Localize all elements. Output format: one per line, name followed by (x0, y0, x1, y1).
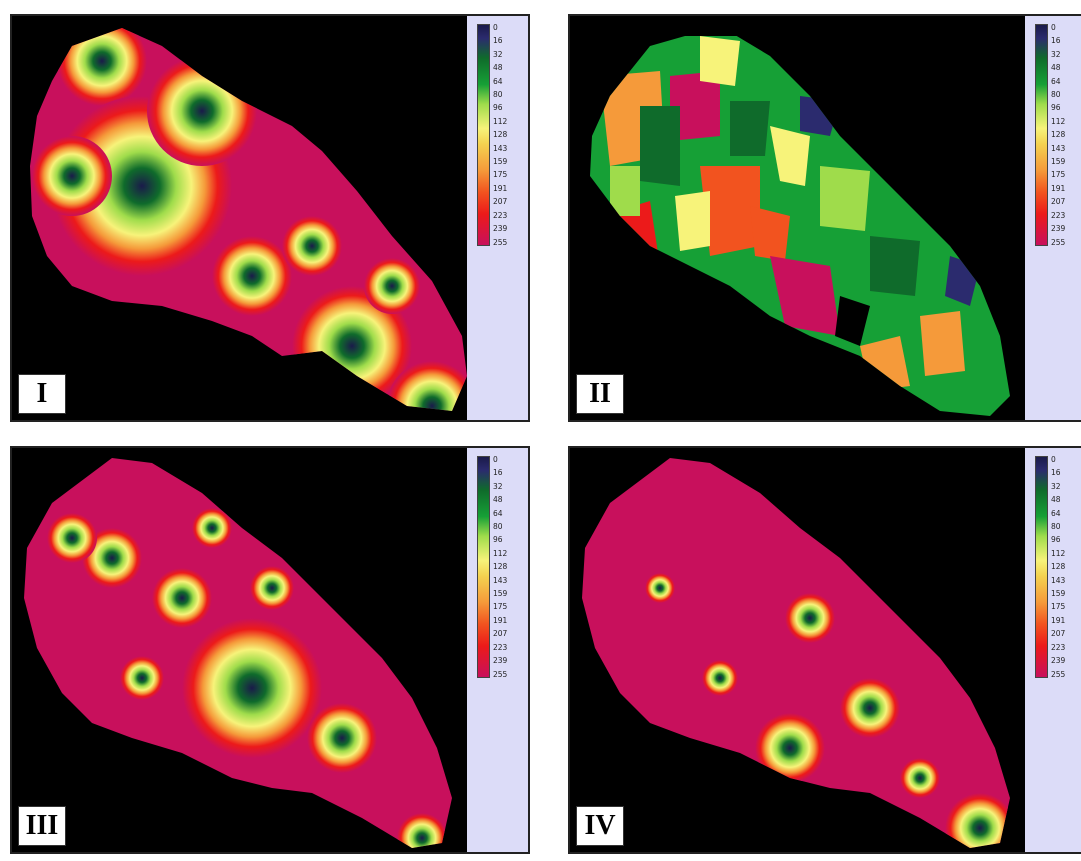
distance-map-iv (582, 458, 1010, 848)
legend-tick: 16 (1051, 36, 1061, 46)
legend-panel: 0 16 32 48 64 80 96 112 128 143 159 175 … (1025, 448, 1081, 852)
panel-label-ii: II (576, 374, 624, 414)
legend-ticks: 0 16 32 48 64 80 96 112 128 143 159 175 … (1051, 456, 1065, 678)
map-panel-iv: 0 16 32 48 64 80 96 112 128 143 159 175 … (568, 446, 1081, 854)
legend-tick: 80 (1051, 522, 1061, 532)
distance-map-iii (24, 458, 452, 848)
map-panel-iii: 0 16 32 48 64 80 96 112 128 143 159 175 … (10, 446, 530, 854)
legend-ticks: 0 16 32 48 64 80 96 112 128 143 159 175 … (1051, 24, 1065, 246)
legend-tick: 191 (493, 183, 508, 193)
legend-tick: 175 (1051, 602, 1066, 612)
legend-tick: 64 (1051, 508, 1061, 518)
legend-tick: 175 (493, 170, 508, 180)
zone-map-ii (590, 26, 1010, 416)
legend-tick: 191 (1051, 615, 1066, 625)
legend-tick: 207 (1051, 197, 1066, 207)
map-panel-i: 0 16 32 48 64 80 96 112 128 143 159 175 … (10, 14, 530, 422)
legend-tick: 80 (493, 522, 503, 532)
legend-tick: 207 (493, 629, 508, 639)
legend-tick: 223 (1051, 210, 1066, 220)
legend-tick: 239 (1051, 224, 1066, 234)
legend-tick: 128 (493, 130, 508, 140)
legend-tick: 175 (493, 602, 508, 612)
legend-panel: 0 16 32 48 64 80 96 112 128 143 159 175 … (1025, 16, 1081, 420)
legend-tick: 159 (493, 157, 508, 167)
legend-tick: 191 (1051, 183, 1066, 193)
panel-label-i: I (18, 374, 66, 414)
legend-tick: 48 (1051, 63, 1061, 73)
legend-tick: 255 (493, 237, 508, 247)
legend-tick: 32 (493, 481, 503, 491)
legend-tick: 223 (1051, 642, 1066, 652)
map-panel-ii: 0 16 32 48 64 80 96 112 128 143 159 175 … (568, 14, 1081, 422)
legend-tick: 48 (493, 63, 503, 73)
legend-tick: 16 (493, 468, 503, 478)
legend-tick: 112 (1051, 548, 1066, 558)
legend-tick: 112 (493, 548, 508, 558)
legend-tick: 64 (493, 508, 503, 518)
legend-tick: 112 (1051, 116, 1066, 126)
legend-tick: 143 (1051, 575, 1066, 585)
legend-tick: 128 (1051, 130, 1066, 140)
color-ramp (477, 456, 490, 678)
legend-tick: 239 (493, 224, 508, 234)
legend-tick: 96 (493, 535, 503, 545)
legend-tick: 80 (493, 90, 503, 100)
panel-label-iv: IV (576, 806, 624, 846)
legend-tick: 255 (493, 669, 508, 679)
legend-tick: 48 (493, 495, 503, 505)
legend-tick: 96 (1051, 103, 1061, 113)
legend-ticks: 0 16 32 48 64 80 96 112 128 143 159 175 … (493, 24, 507, 246)
legend-tick: 0 (1051, 455, 1056, 464)
legend-tick: 16 (1051, 468, 1061, 478)
legend-tick: 143 (1051, 143, 1066, 153)
legend-tick: 159 (1051, 589, 1066, 599)
legend-tick: 255 (1051, 669, 1066, 679)
legend-tick: 0 (1051, 23, 1056, 32)
legend-panel: 0 16 32 48 64 80 96 112 128 143 159 175 … (467, 448, 528, 852)
legend-tick: 0 (493, 23, 498, 32)
color-ramp (1035, 456, 1048, 678)
legend-tick: 16 (493, 36, 503, 46)
legend-tick: 112 (493, 116, 508, 126)
legend-tick: 255 (1051, 237, 1066, 247)
legend-tick: 80 (1051, 90, 1061, 100)
legend-tick: 96 (493, 103, 503, 113)
legend-tick: 143 (493, 143, 508, 153)
legend-tick: 0 (493, 455, 498, 464)
legend-tick: 239 (493, 656, 508, 666)
legend-panel: 0 16 32 48 64 80 96 112 128 143 159 175 … (467, 16, 528, 420)
legend-tick: 223 (493, 210, 508, 220)
legend-tick: 207 (493, 197, 508, 207)
legend-tick: 128 (493, 562, 508, 572)
legend-tick: 191 (493, 615, 508, 625)
legend-tick: 223 (493, 642, 508, 652)
legend-tick: 159 (1051, 157, 1066, 167)
legend-tick: 64 (1051, 76, 1061, 86)
legend-ticks: 0 16 32 48 64 80 96 112 128 143 159 175 … (493, 456, 507, 678)
panel-label-iii: III (18, 806, 66, 846)
legend-tick: 159 (493, 589, 508, 599)
legend-tick: 32 (1051, 49, 1061, 59)
legend-tick: 96 (1051, 535, 1061, 545)
distance-map-i (30, 28, 467, 411)
color-ramp (1035, 24, 1048, 246)
legend-tick: 64 (493, 76, 503, 86)
legend-tick: 175 (1051, 170, 1066, 180)
legend-tick: 128 (1051, 562, 1066, 572)
color-ramp (477, 24, 490, 246)
legend-tick: 239 (1051, 656, 1066, 666)
legend-tick: 48 (1051, 495, 1061, 505)
legend-tick: 32 (493, 49, 503, 59)
legend-tick: 207 (1051, 629, 1066, 639)
legend-tick: 143 (493, 575, 508, 585)
legend-tick: 32 (1051, 481, 1061, 491)
